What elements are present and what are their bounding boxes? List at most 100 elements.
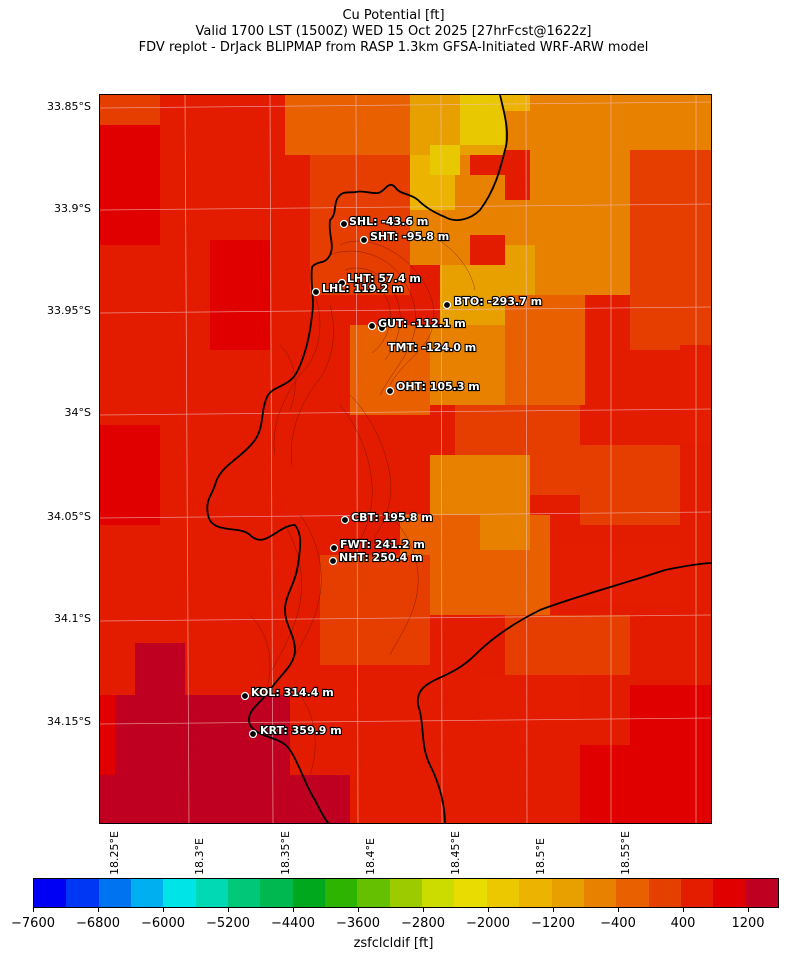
station-marker[interactable] <box>329 543 339 553</box>
station-marker[interactable] <box>385 386 395 396</box>
map-svg: SHL: -43.6 m SHT: -95.8 m LHT: 57.4 m LH… <box>100 95 711 823</box>
lat-label: 34.1°S <box>54 612 91 625</box>
field-cell <box>505 615 630 675</box>
field-cell <box>350 325 430 415</box>
colorbar-tick-label: −1200 <box>531 916 575 931</box>
boundary-path <box>416 562 711 823</box>
colorbar-tick-mark <box>683 908 684 912</box>
station-marker[interactable] <box>367 321 377 331</box>
colorbar-tick-label: 1200 <box>731 916 765 931</box>
lon-label: 18.45°E <box>449 831 462 875</box>
station-label-oht: OHT: 105.3 m <box>396 380 480 393</box>
field-cell <box>460 95 505 145</box>
colorbar-label: zsfclcldif [ft] <box>353 936 434 951</box>
station-marker[interactable] <box>359 235 369 245</box>
contour-line <box>273 294 321 456</box>
field-cell <box>580 445 680 525</box>
field-cell <box>285 95 410 155</box>
colorbar-tick-mark <box>98 908 99 912</box>
graticule-line <box>100 306 711 314</box>
contour-line <box>344 267 401 361</box>
field-cell <box>630 685 711 823</box>
field-cell <box>480 675 580 725</box>
contour-line <box>279 344 296 411</box>
field-cell <box>505 295 585 405</box>
station-marker[interactable] <box>248 729 258 739</box>
colorbar-segment <box>66 879 99 907</box>
colorbar-tick-mark <box>488 908 489 912</box>
colorbar-segment <box>325 879 358 907</box>
field-cell <box>210 240 270 350</box>
lon-label: 18.35°E <box>279 831 292 875</box>
station-label-lht: LHT: 57.4 m <box>347 272 421 285</box>
colorbar-segment <box>745 879 778 907</box>
colorbar-segment <box>357 879 390 907</box>
lon-label: 18.4°E <box>364 838 377 875</box>
field-cell <box>530 150 630 200</box>
colorbar-segment <box>98 879 132 907</box>
colorbar-tick-label: −4400 <box>271 916 315 931</box>
colorbar-tick-label: 400 <box>670 916 696 931</box>
colorbar-tick-label: −6800 <box>76 916 120 931</box>
colorbar-segment <box>713 879 746 907</box>
colorbar-tick-label: −7600 <box>11 916 55 931</box>
colorbar-segment <box>163 879 196 907</box>
color-field <box>100 95 711 823</box>
colorbar-segment <box>34 879 67 907</box>
station-marker[interactable] <box>337 278 347 288</box>
terrain-contours <box>249 234 476 776</box>
colorbar-segment <box>454 879 487 907</box>
contour-line <box>429 234 476 291</box>
coastline-path <box>206 95 508 823</box>
field-cell <box>430 145 460 175</box>
contour-line <box>271 524 302 671</box>
contour-line <box>329 250 417 396</box>
lat-label: 34.05°S <box>47 510 91 523</box>
field-cell <box>115 695 290 795</box>
graticule-line <box>184 95 190 823</box>
station-label-fwt: FWT: 241.2 m <box>340 538 425 551</box>
field-cell <box>430 325 505 405</box>
lat-label: 34°S <box>64 406 91 419</box>
station-markers <box>240 219 452 739</box>
field-cell <box>440 265 505 325</box>
field-cell <box>505 245 535 295</box>
lon-label: 18.55°E <box>619 831 632 875</box>
contour-line <box>291 304 334 466</box>
map-panel[interactable]: SHL: -43.6 m SHT: -95.8 m LHT: 57.4 m LH… <box>99 94 712 824</box>
colorbar-tick-label: −2000 <box>466 916 510 931</box>
station-label-shl: SHL: -43.6 m <box>349 215 428 228</box>
colorbar-tick-mark <box>358 908 359 912</box>
station-marker[interactable] <box>240 691 250 701</box>
contour-line <box>349 394 392 556</box>
lon-label: 18.25°E <box>108 831 121 875</box>
colorbar-tick-mark <box>163 908 164 912</box>
station-label-nht: NHT: 250.4 m <box>339 551 423 564</box>
field-cell <box>100 425 160 525</box>
station-label-cbt: CBT: 195.8 m <box>351 511 433 524</box>
station-label-lhl: LHL: 119.2 m <box>322 282 404 295</box>
colorbar-segment <box>228 879 261 907</box>
field-cell <box>505 95 711 150</box>
lon-label: 18.3°E <box>193 838 206 875</box>
graticule-line <box>100 614 711 622</box>
field-cell <box>100 95 160 125</box>
colorbar-segment <box>648 879 681 907</box>
field-cell <box>320 555 430 665</box>
field-cell <box>100 125 160 245</box>
colorbar-tick-label: −400 <box>600 916 636 931</box>
station-marker[interactable] <box>377 323 387 333</box>
station-label-gut: GUT: -112.1 m <box>378 317 466 330</box>
lon-label: 18.5°E <box>534 838 547 875</box>
station-marker[interactable] <box>328 556 338 566</box>
station-marker[interactable] <box>311 287 321 297</box>
graticule-line <box>100 717 711 725</box>
station-marker[interactable] <box>340 515 350 525</box>
station-marker[interactable] <box>442 300 452 310</box>
station-marker[interactable] <box>339 219 349 229</box>
graticule-line <box>355 95 359 823</box>
colorbar-segment <box>195 879 229 907</box>
station-label-sht: SHT: -95.8 m <box>370 230 449 243</box>
colorbar-tick-mark <box>423 908 424 912</box>
graticule-line <box>525 95 528 823</box>
